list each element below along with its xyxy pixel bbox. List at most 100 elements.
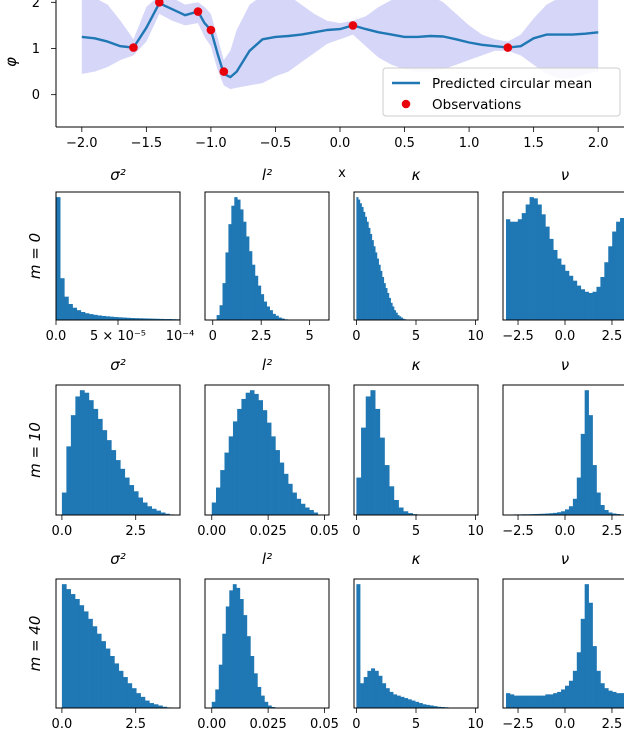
histogram-bar <box>224 452 230 515</box>
histogram-bar <box>537 513 542 515</box>
histogram-bar <box>422 704 427 708</box>
histogram-bar <box>366 221 369 320</box>
histogram-bar <box>600 505 605 515</box>
histogram-bar <box>165 513 170 515</box>
histogram-bar <box>553 249 558 320</box>
histogram-bar <box>70 415 76 515</box>
histogram-bar <box>151 508 157 515</box>
histogram-bar <box>246 236 250 320</box>
column-title: ν <box>561 550 569 568</box>
histogram-bar <box>565 509 570 515</box>
histogram-panel: 0.0 5 × 10⁻⁵ 10⁻⁴ <box>46 191 194 344</box>
histogram-bar <box>219 305 223 320</box>
histogram-bar <box>612 513 617 515</box>
histogram-x-tick-label: 0.0 <box>555 524 576 539</box>
histogram-bar <box>533 198 538 320</box>
top-y-tick-label: 1 <box>32 42 40 57</box>
histogram-frame <box>204 191 330 321</box>
histogram-bar <box>253 673 258 708</box>
histogram-x-tick-label: 2.5 <box>125 717 146 732</box>
histogram-bar <box>387 292 390 320</box>
histogram-bar <box>267 705 272 708</box>
column-title: σ² <box>110 356 126 374</box>
histogram-bar <box>232 421 238 515</box>
histogram-bar <box>241 398 247 515</box>
top-y-tick-label: 2 <box>32 0 40 11</box>
histogram-bar <box>568 680 574 708</box>
histogram-bar <box>105 316 111 320</box>
histogram-bar <box>216 315 220 320</box>
column-title: ν <box>561 356 569 374</box>
histogram-bar <box>404 698 409 708</box>
column-title: l² <box>262 166 272 184</box>
histogram-panel: 0.0 2.5 <box>52 578 181 732</box>
histogram-bar <box>525 204 530 320</box>
histogram-bar <box>80 312 86 320</box>
histogram-frame <box>55 578 181 709</box>
histogram-bar <box>604 262 609 320</box>
histogram-bar <box>144 700 150 708</box>
histogram-bar <box>557 512 562 515</box>
histogram-frame <box>502 384 624 516</box>
histogram-x-tick-label: 10 <box>467 524 484 539</box>
histogram-bar <box>234 197 238 320</box>
histogram-bar <box>565 685 570 708</box>
histogram-bar <box>397 315 400 320</box>
histogram-bar <box>596 670 601 708</box>
histogram-bar <box>245 392 251 515</box>
histogram-panel: −2.5 0.0 2.5 <box>502 578 624 732</box>
histogram-bar <box>584 291 589 320</box>
histogram-bar <box>592 646 597 708</box>
histogram-bar <box>379 437 385 515</box>
histogram-bar <box>375 408 381 515</box>
histogram-x-tick-label: 5 × 10⁻⁵ <box>90 329 146 344</box>
histogram-bar <box>396 695 401 708</box>
histogram-x-tick-label: −2.5 <box>502 524 534 539</box>
histogram-bar <box>359 203 362 320</box>
histogram-bar <box>127 683 133 708</box>
histogram-bar <box>565 270 570 320</box>
histogram-bar <box>133 491 139 515</box>
top-x-tick-label: 1.0 <box>459 136 480 151</box>
histogram-bar <box>541 513 546 515</box>
histogram-x-tick-label: 2.5 <box>602 524 623 539</box>
histogram-bar <box>75 396 81 515</box>
histogram-bar <box>142 502 148 515</box>
histogram-x-tick-label: 0 <box>352 329 360 344</box>
histogram-bar <box>612 691 617 708</box>
histogram-bar <box>382 276 385 320</box>
histogram-bar <box>376 258 379 320</box>
histogram-bar <box>568 506 574 515</box>
histogram-bar <box>269 310 273 320</box>
histogram-bar <box>313 512 319 515</box>
histogram-bar <box>572 280 578 320</box>
histogram-bar <box>616 693 621 708</box>
histogram-bar <box>549 513 554 515</box>
histogram-bar <box>375 252 378 320</box>
histogram-bar <box>239 599 244 708</box>
histogram-bar <box>529 197 534 320</box>
histogram-bar <box>365 396 371 515</box>
histogram-bar <box>433 706 438 708</box>
histogram-bar <box>367 670 372 708</box>
histogram-bar <box>612 231 617 320</box>
histogram-bar <box>561 511 566 515</box>
histogram-x-tick-label: 2.5 <box>602 329 623 344</box>
histogram-bar <box>553 512 558 515</box>
top-x-tick-label: −0.5 <box>260 136 292 151</box>
histogram-bar <box>109 316 115 320</box>
histogram-bar <box>76 310 82 320</box>
histogram-bar <box>415 701 420 708</box>
histogram-bar <box>275 315 279 320</box>
histogram-bar <box>392 306 395 320</box>
histogram-bar <box>231 205 235 320</box>
histogram-x-tick-label: 0.0 <box>555 717 576 732</box>
histogram-bar <box>521 213 527 320</box>
histogram-bar <box>437 706 442 708</box>
histogram-bar <box>254 275 259 320</box>
histogram-bar <box>88 618 93 708</box>
histogram-bar <box>118 317 123 320</box>
histogram-bar <box>232 584 237 708</box>
histogram-bar <box>305 507 310 515</box>
